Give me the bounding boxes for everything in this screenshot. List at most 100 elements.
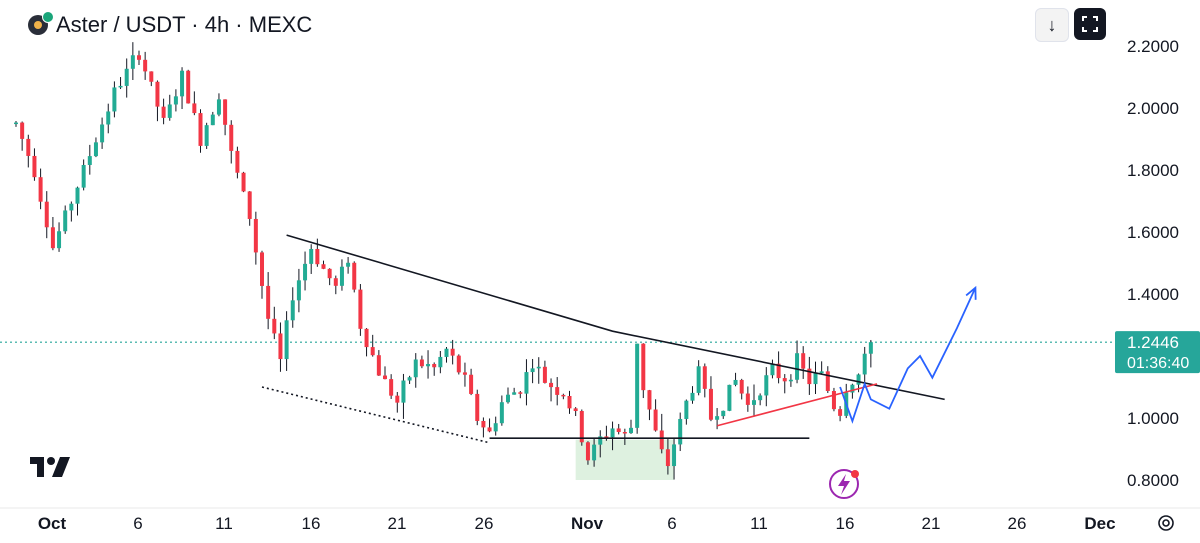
candle-body — [352, 262, 357, 290]
last-price-value: 1.2446 — [1127, 333, 1179, 352]
candle-body — [610, 428, 615, 438]
candle-body — [481, 420, 486, 428]
candle-body — [253, 218, 258, 253]
candle-body — [579, 411, 584, 443]
candles — [14, 42, 873, 480]
projection-path — [839, 287, 977, 424]
y-axis: 2.2000 2.0000 1.8000 1.6000 1.4000 1.0000 0.80… — [1127, 37, 1179, 490]
candle-body — [389, 379, 394, 396]
candle-body — [733, 379, 738, 385]
chart-title: Aster / USDT · 4h · MEXC — [56, 12, 313, 37]
candle-body — [26, 138, 31, 156]
candle-body — [708, 388, 713, 420]
drawings — [261, 234, 977, 444]
candle-body — [339, 266, 344, 286]
lightning-icon[interactable] — [829, 469, 859, 499]
rising-red-trendline — [716, 383, 878, 427]
candle-body — [665, 449, 670, 467]
candle-body — [87, 156, 92, 165]
candle-body — [807, 368, 812, 385]
candle-body — [438, 356, 443, 368]
candle-body — [50, 227, 55, 249]
candle-body — [93, 142, 98, 157]
coin-logo-icon — [28, 11, 54, 35]
x-tick-label: Dec — [1084, 514, 1115, 533]
candle-body — [235, 150, 240, 173]
candle-body — [567, 395, 572, 409]
x-tick-label: 26 — [475, 514, 494, 533]
candle-body — [542, 366, 547, 383]
candle-body — [57, 231, 62, 249]
candle-body — [758, 395, 763, 401]
candle-body — [290, 300, 295, 321]
candle-body — [659, 430, 664, 450]
candle-body — [407, 377, 412, 381]
candle-body — [696, 366, 701, 393]
download-button[interactable]: ↓ — [1035, 8, 1069, 42]
candle-body — [130, 55, 135, 69]
x-tick-label: 16 — [836, 514, 855, 533]
candle-body — [309, 248, 314, 264]
candle-body — [20, 122, 25, 139]
candle-body — [370, 347, 375, 356]
support-zone — [575, 439, 675, 480]
settings-icon[interactable] — [1155, 512, 1177, 534]
candle-body — [241, 172, 246, 192]
candle-body — [155, 81, 160, 107]
candle-body — [524, 372, 529, 394]
candle-body — [868, 342, 873, 354]
candle-body — [684, 400, 689, 419]
candle-body — [678, 418, 683, 445]
candle-body — [715, 416, 720, 420]
candle-body — [118, 85, 123, 88]
candle-body — [801, 353, 806, 369]
candle-body — [260, 252, 264, 286]
candle-body — [401, 380, 406, 403]
last-price-label: 1.2446 01:36:40 — [1115, 331, 1200, 374]
candle-body — [764, 375, 769, 396]
candle-body — [278, 333, 283, 360]
x-tick-label: 6 — [667, 514, 676, 533]
exchange-badge-icon — [42, 11, 54, 23]
candle-body — [198, 113, 203, 146]
y-tick-label: 1.6000 — [1127, 223, 1179, 242]
candle-body — [204, 125, 209, 146]
candle-body — [604, 436, 609, 438]
candle-body — [690, 392, 695, 401]
x-tick-label: 21 — [388, 514, 407, 533]
candle-body — [192, 103, 197, 114]
fullscreen-button[interactable] — [1074, 8, 1106, 40]
candle-body — [456, 355, 461, 373]
candle-body — [69, 203, 74, 211]
candle-body — [813, 373, 818, 385]
candle-body — [149, 71, 154, 82]
candle-body — [229, 124, 234, 151]
candle-body — [161, 106, 166, 118]
candle-body — [598, 436, 603, 445]
candle-body — [838, 409, 843, 416]
candle-body — [426, 364, 431, 367]
candle-body — [223, 99, 228, 125]
x-tick-label: Nov — [571, 514, 604, 533]
candle-body — [555, 387, 560, 395]
candle-body — [364, 328, 369, 348]
candle-body — [81, 164, 86, 188]
candle-body — [112, 87, 117, 112]
candle-body — [315, 248, 320, 265]
candle-body — [782, 378, 787, 382]
candle-body — [850, 384, 855, 393]
y-tick-label: 1.4000 — [1127, 285, 1179, 304]
y-tick-label: 2.2000 — [1127, 37, 1179, 56]
projection-arrowhead — [965, 285, 977, 300]
candle-body — [530, 368, 535, 373]
candle-body — [216, 99, 221, 115]
download-icon: ↓ — [1047, 14, 1057, 35]
x-tick-label: 11 — [750, 514, 768, 533]
candle-body — [432, 364, 437, 368]
candle-body — [75, 187, 80, 204]
candle-body — [585, 442, 590, 461]
candle-body — [266, 285, 271, 319]
candle-body — [702, 366, 707, 389]
candle-body — [346, 262, 351, 267]
